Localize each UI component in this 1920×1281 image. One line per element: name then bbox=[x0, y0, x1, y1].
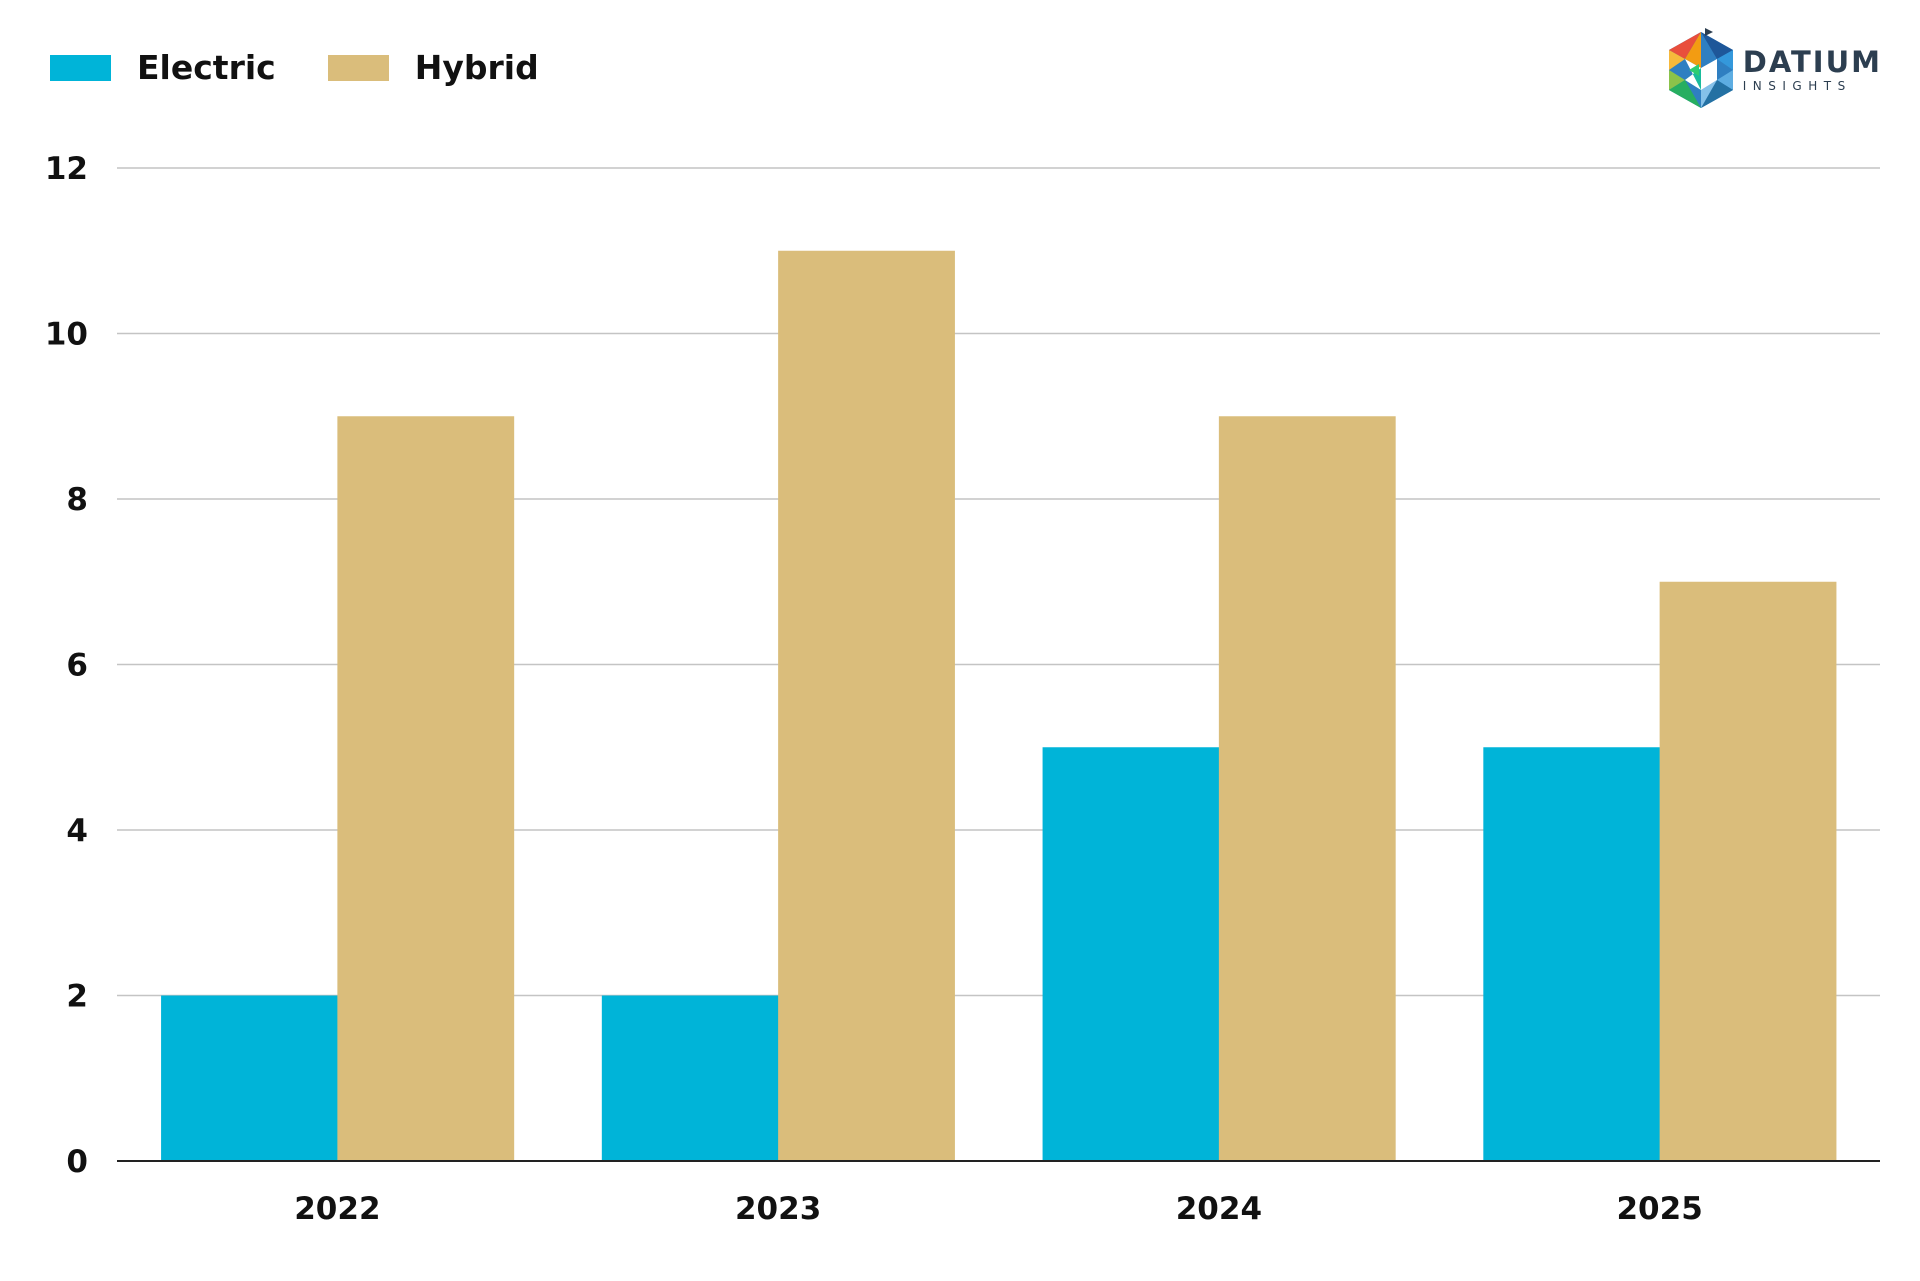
x-tick-label: 2024 bbox=[1176, 1191, 1262, 1227]
y-tick-label: 6 bbox=[66, 648, 88, 684]
x-tick-label: 2022 bbox=[294, 1191, 380, 1227]
axes: 0 2 4 6 8 10 12 2022 2023 2024 2025 bbox=[45, 151, 1880, 1227]
bar-hybrid-2025[interactable] bbox=[1659, 581, 1837, 1161]
legend-swatch-electric bbox=[50, 54, 111, 81]
y-tick-label: 12 bbox=[45, 151, 88, 187]
brand-name: DATIUM bbox=[1742, 45, 1882, 79]
legend-label-hybrid: Hybrid bbox=[414, 48, 539, 87]
brand-sub: INSIGHTS bbox=[1742, 79, 1852, 93]
legend-item-electric[interactable]: Electric bbox=[50, 48, 276, 87]
bar-electric-2022[interactable] bbox=[161, 995, 338, 1162]
y-tick-label: 2 bbox=[66, 979, 88, 1015]
y-tick-label: 4 bbox=[66, 813, 88, 849]
legend-item-hybrid[interactable]: Hybrid bbox=[327, 48, 539, 87]
bar-electric-2023[interactable] bbox=[601, 995, 779, 1162]
legend-label-electric: Electric bbox=[137, 48, 276, 87]
y-tick-label: 0 bbox=[66, 1144, 88, 1180]
brand-logo: DATIUM INSIGHTS bbox=[1665, 28, 1882, 112]
legend: Electric Hybrid bbox=[50, 48, 539, 87]
legend-swatch-hybrid bbox=[327, 54, 389, 81]
bar-electric-2025[interactable] bbox=[1483, 747, 1661, 1161]
bar-hybrid-2024[interactable] bbox=[1218, 416, 1396, 1161]
bar-electric-2024[interactable] bbox=[1042, 747, 1220, 1161]
x-tick-label: 2025 bbox=[1616, 1191, 1702, 1227]
x-tick-label: 2023 bbox=[735, 1191, 821, 1227]
bar-hybrid-2022[interactable] bbox=[337, 416, 515, 1161]
bars bbox=[161, 250, 1837, 1162]
bar-hybrid-2023[interactable] bbox=[778, 250, 955, 1161]
datium-logo-icon bbox=[1668, 28, 1733, 108]
y-tick-label: 8 bbox=[66, 482, 88, 518]
y-tick-label: 10 bbox=[45, 317, 88, 353]
